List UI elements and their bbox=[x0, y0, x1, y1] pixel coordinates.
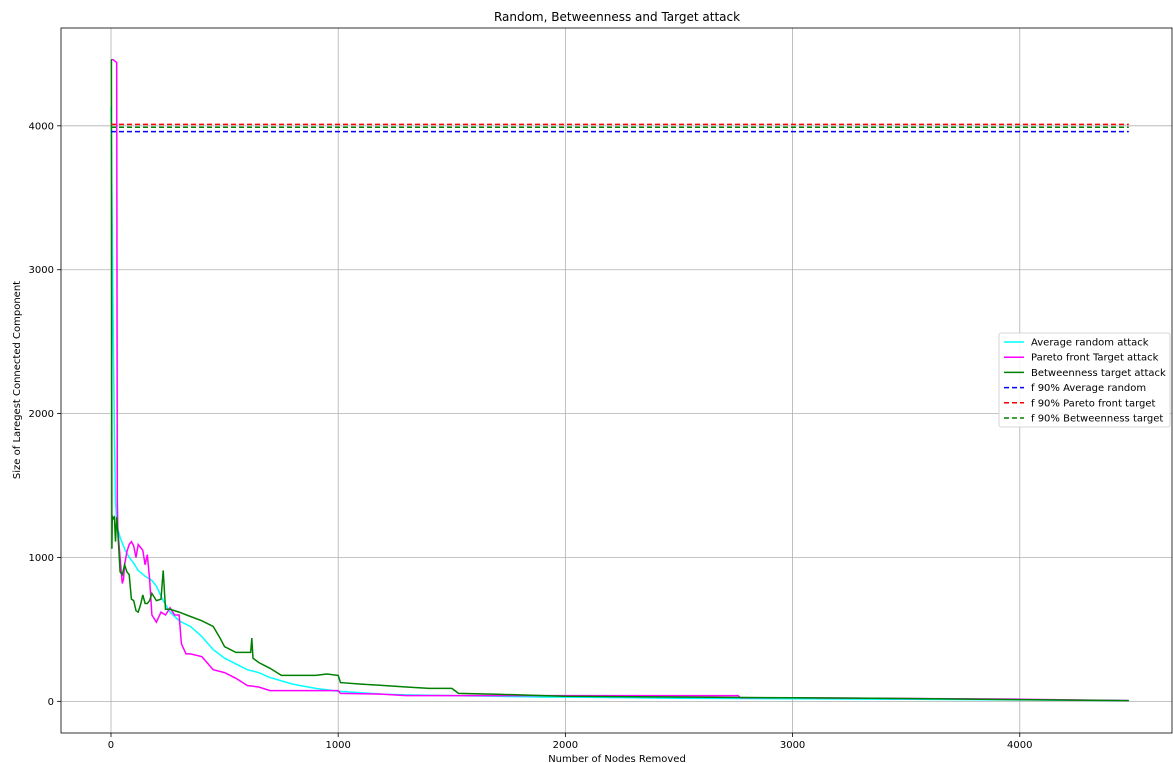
x-ticks: 0 1000 2000 3000 4000 bbox=[108, 733, 1033, 751]
legend-label: Pareto front Target attack bbox=[1031, 353, 1159, 364]
y-tick-label: 3000 bbox=[29, 265, 54, 276]
y-axis-label: Size of Laregest Connected Component bbox=[12, 281, 23, 479]
y-ticks: 0 1000 2000 3000 4000 bbox=[29, 121, 61, 708]
series-line-1 bbox=[110, 107, 1129, 702]
x-tick-label: 4000 bbox=[1007, 740, 1032, 751]
legend: Average random attack Pareto front Target… bbox=[998, 332, 1171, 428]
x-tick-label: 2000 bbox=[553, 740, 578, 751]
series-line-3 bbox=[110, 58, 1129, 702]
y-tick-label: 0 bbox=[48, 697, 54, 708]
x-axis-label: Number of Nodes Removed bbox=[548, 754, 686, 763]
legend-label: Betweenness target attack bbox=[1031, 368, 1166, 379]
plot-frame bbox=[60, 27, 1173, 734]
legend-label: f 90% Average random bbox=[1031, 383, 1146, 394]
series-group bbox=[110, 58, 1129, 702]
x-tick-label: 0 bbox=[108, 740, 114, 751]
x-tick-label: 3000 bbox=[780, 740, 805, 751]
y-tick-label: 2000 bbox=[29, 409, 54, 420]
legend-label: f 90% Betweenness target bbox=[1031, 414, 1163, 425]
series-line-2 bbox=[111, 58, 1129, 702]
x-tick-label: 1000 bbox=[325, 740, 350, 751]
legend-label: f 90% Pareto front target bbox=[1031, 398, 1156, 409]
legend-label: Average random attack bbox=[1031, 338, 1149, 349]
y-tick-label: 1000 bbox=[29, 553, 54, 564]
legend-box bbox=[998, 332, 1171, 428]
chart-title: Random, Betweenness and Target attack bbox=[494, 10, 740, 24]
y-tick-label: 4000 bbox=[29, 121, 54, 132]
